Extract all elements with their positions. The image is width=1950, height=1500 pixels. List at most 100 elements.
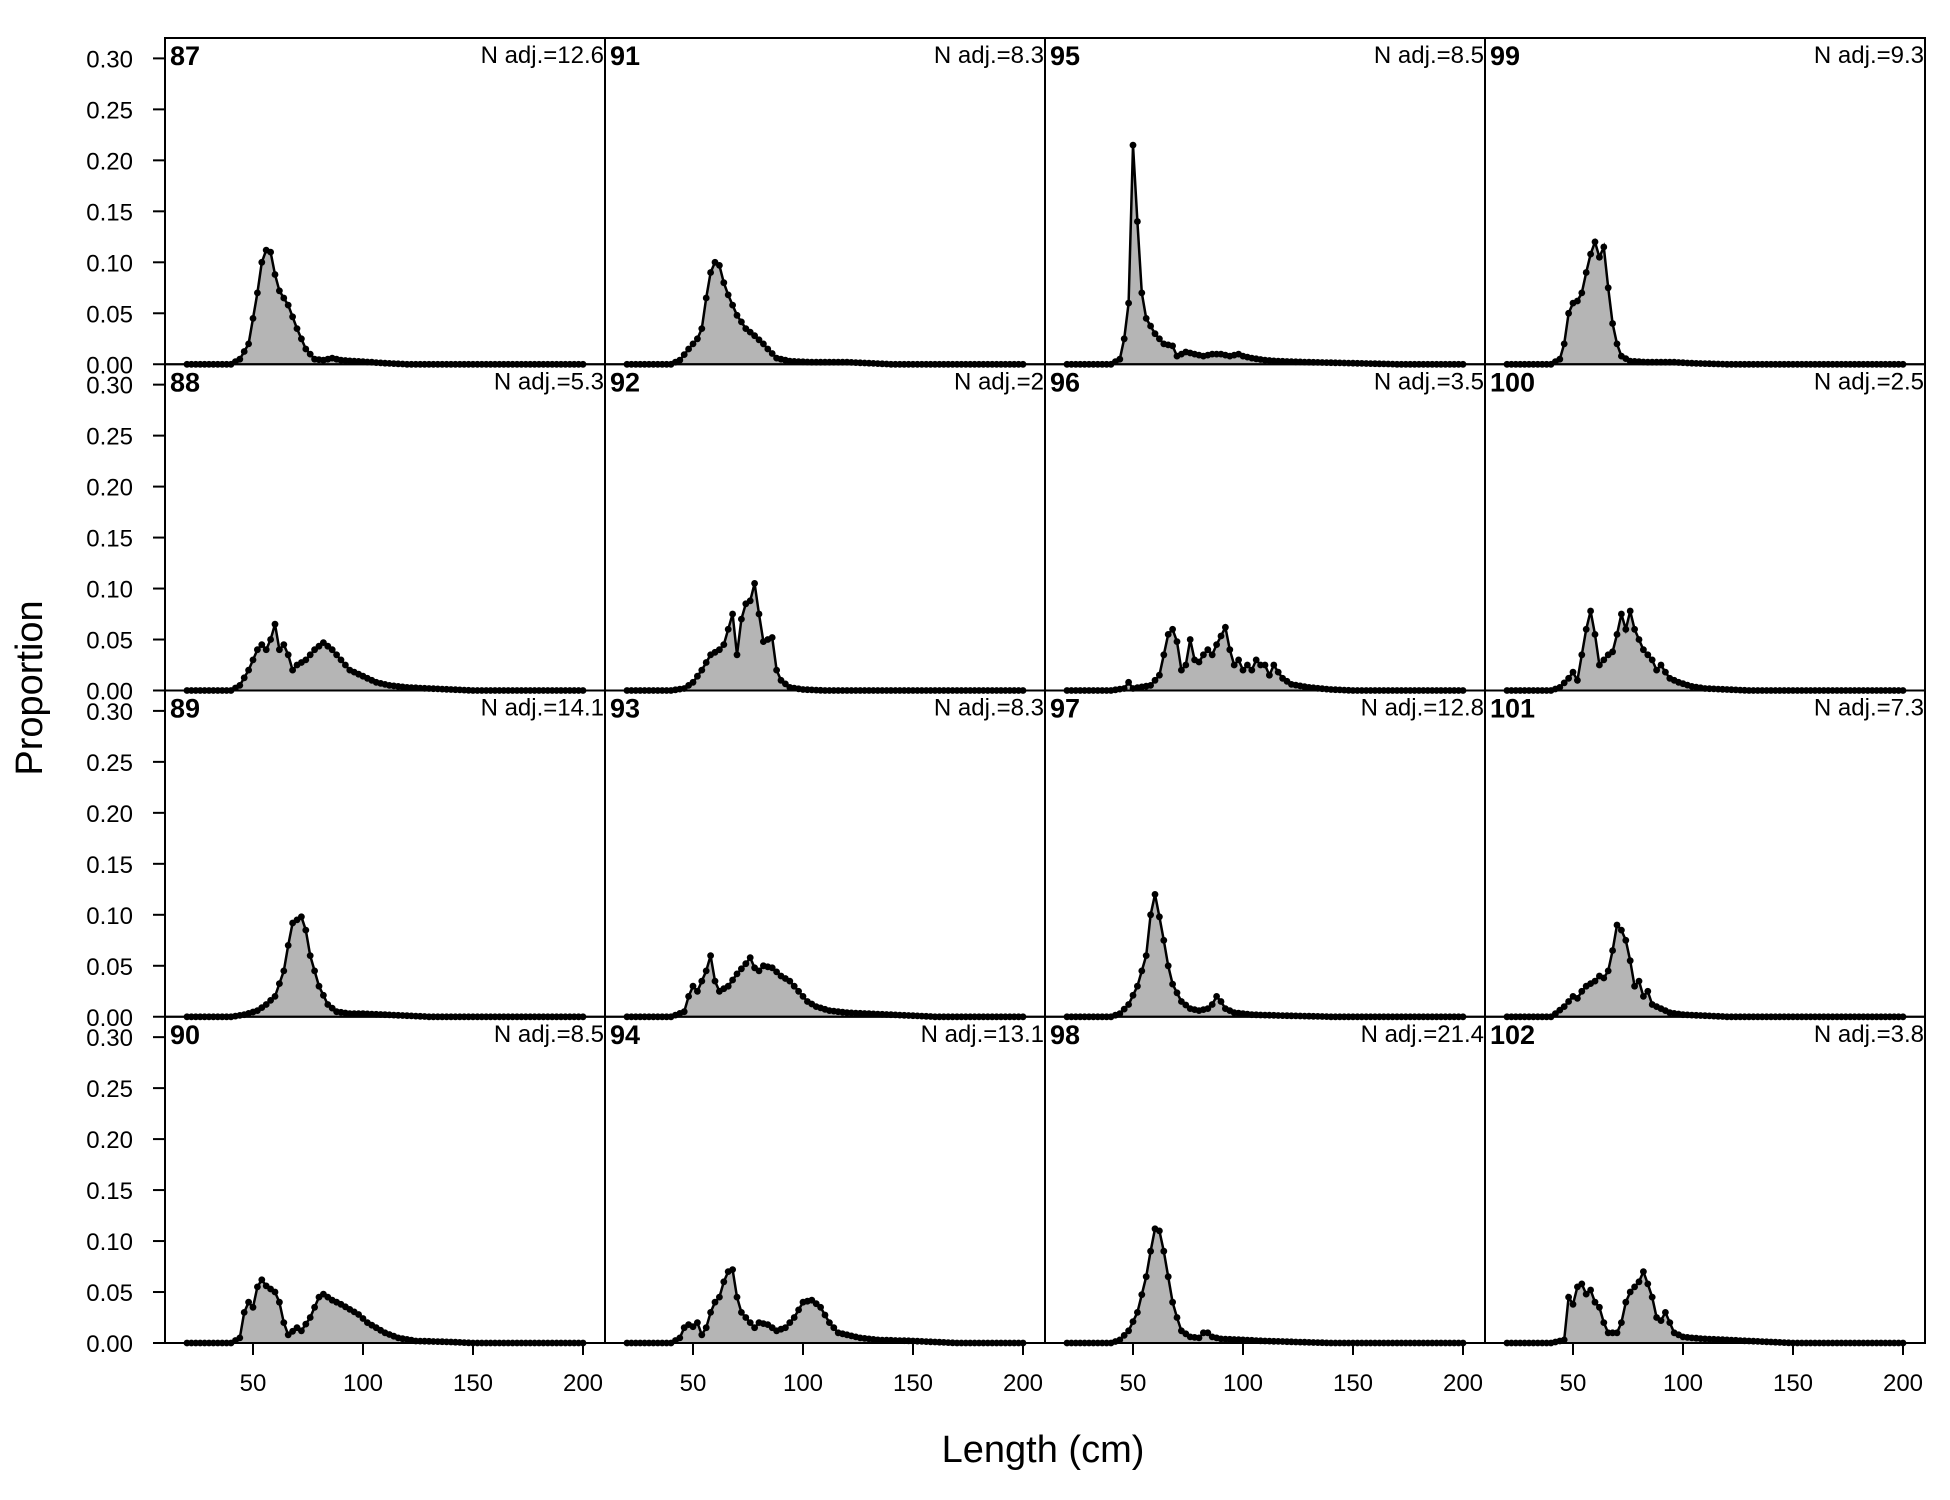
data-point bbox=[306, 952, 314, 959]
data-point bbox=[1151, 676, 1159, 684]
data-point bbox=[795, 987, 802, 995]
panel-n-adj-label: N adj.=8.3 bbox=[934, 42, 1044, 69]
data-point bbox=[733, 311, 741, 319]
data-point bbox=[1252, 656, 1260, 664]
panel-n-adj-label: N adj.=2 bbox=[954, 368, 1044, 395]
data-point bbox=[1235, 656, 1242, 664]
data-point bbox=[302, 656, 310, 664]
panel-n-adj-label: N adj.=8.5 bbox=[494, 1021, 604, 1048]
panel-n-adj-label: N adj.=3.8 bbox=[1814, 1021, 1924, 1048]
data-point bbox=[1151, 330, 1159, 338]
data-point bbox=[680, 351, 688, 358]
data-point bbox=[280, 641, 288, 648]
distribution-fill bbox=[1067, 894, 1463, 1017]
data-point bbox=[1169, 1298, 1176, 1306]
panel-n-adj-label: N adj.=9.3 bbox=[1814, 42, 1924, 69]
data-point bbox=[306, 1314, 314, 1321]
y-tick-label: 0.15 bbox=[86, 852, 133, 879]
data-point bbox=[1129, 991, 1137, 999]
data-point bbox=[1125, 1001, 1132, 1008]
y-tick-label: 0.10 bbox=[86, 1229, 133, 1256]
distribution-fill bbox=[627, 1269, 1023, 1343]
panel-n-adj-label: N adj.=12.8 bbox=[1361, 695, 1484, 722]
data-point bbox=[1644, 987, 1652, 995]
data-point bbox=[1116, 1336, 1124, 1344]
y-tick-label: 0.20 bbox=[86, 148, 133, 175]
data-point bbox=[1591, 631, 1599, 638]
data-point bbox=[1666, 1319, 1674, 1326]
distribution-fill bbox=[187, 250, 583, 365]
data-point bbox=[254, 289, 261, 297]
panel-frame bbox=[164, 689, 606, 1018]
y-tick-label: 0.05 bbox=[86, 1280, 133, 1307]
x-tick-label: 200 bbox=[563, 1370, 603, 1397]
data-point bbox=[262, 1001, 270, 1008]
data-point bbox=[694, 335, 701, 343]
data-point bbox=[271, 993, 279, 1000]
distribution-fill bbox=[1067, 627, 1463, 691]
data-point bbox=[764, 345, 772, 353]
panel-n-adj-label: N adj.=3.5 bbox=[1374, 368, 1484, 395]
panel-id-label: 96 bbox=[1050, 367, 1080, 397]
data-point bbox=[729, 976, 736, 984]
data-point bbox=[702, 1324, 710, 1332]
data-point bbox=[1631, 1283, 1638, 1291]
data-point bbox=[790, 1314, 798, 1321]
data-point bbox=[1569, 1300, 1577, 1308]
panel-id-label: 101 bbox=[1490, 694, 1535, 724]
data-point bbox=[702, 659, 710, 666]
data-point bbox=[1266, 671, 1273, 679]
y-tick-label: 0.20 bbox=[86, 475, 133, 502]
panel-frame bbox=[164, 1015, 606, 1344]
data-point bbox=[1560, 679, 1568, 687]
x-tick-label: 200 bbox=[1443, 1370, 1483, 1397]
data-point bbox=[1142, 952, 1150, 959]
data-point bbox=[689, 340, 697, 348]
data-point bbox=[738, 318, 745, 326]
data-point bbox=[249, 315, 257, 322]
distribution-fill bbox=[627, 262, 1023, 365]
data-point bbox=[1653, 666, 1660, 674]
panel-frame bbox=[604, 689, 1046, 1018]
data-point bbox=[694, 987, 701, 995]
data-point bbox=[1147, 322, 1154, 330]
data-point bbox=[1204, 646, 1212, 654]
panel-94: 94 N adj.=13.1 bbox=[604, 1015, 1046, 1347]
panel-frame bbox=[1044, 689, 1486, 1018]
data-point bbox=[328, 646, 336, 654]
data-point bbox=[1208, 651, 1216, 659]
y-tick-label: 0.15 bbox=[86, 1178, 133, 1205]
panel-100: 100 N adj.=2.5 bbox=[1484, 363, 1926, 694]
distribution-line bbox=[1067, 894, 1463, 1019]
data-point bbox=[1662, 668, 1669, 676]
panel-91: 91 N adj.=8.3 bbox=[604, 37, 1046, 368]
data-point bbox=[1138, 1291, 1146, 1298]
data-point bbox=[698, 325, 706, 332]
data-point bbox=[1609, 947, 1616, 954]
data-point bbox=[1116, 355, 1124, 363]
distribution-fill bbox=[1067, 145, 1463, 365]
x-tick-label: 50 bbox=[1560, 1370, 1587, 1397]
panel-102: 102 N adj.=3.8 bbox=[1484, 1015, 1926, 1347]
data-point bbox=[1618, 926, 1625, 934]
panel-id-label: 92 bbox=[610, 367, 640, 397]
data-point bbox=[298, 1327, 305, 1335]
data-point bbox=[1591, 1298, 1599, 1306]
data-point bbox=[1160, 936, 1168, 944]
data-point bbox=[1578, 289, 1586, 297]
data-point bbox=[707, 952, 714, 959]
data-point bbox=[271, 620, 279, 628]
data-point bbox=[1239, 666, 1247, 674]
data-point bbox=[1640, 1268, 1647, 1275]
data-point bbox=[1635, 1278, 1643, 1286]
data-point bbox=[698, 1331, 706, 1339]
panel-frame bbox=[1044, 1015, 1486, 1344]
x-tick-label: 100 bbox=[1663, 1370, 1703, 1397]
data-point bbox=[1244, 661, 1251, 669]
data-point bbox=[738, 1309, 745, 1316]
data-point bbox=[1613, 340, 1621, 348]
x-axis-title: Length (cm) bbox=[942, 1429, 1145, 1471]
panel-n-adj-label: N adj.=13.1 bbox=[921, 1021, 1044, 1048]
y-tick-label: 0.30 bbox=[86, 46, 133, 73]
